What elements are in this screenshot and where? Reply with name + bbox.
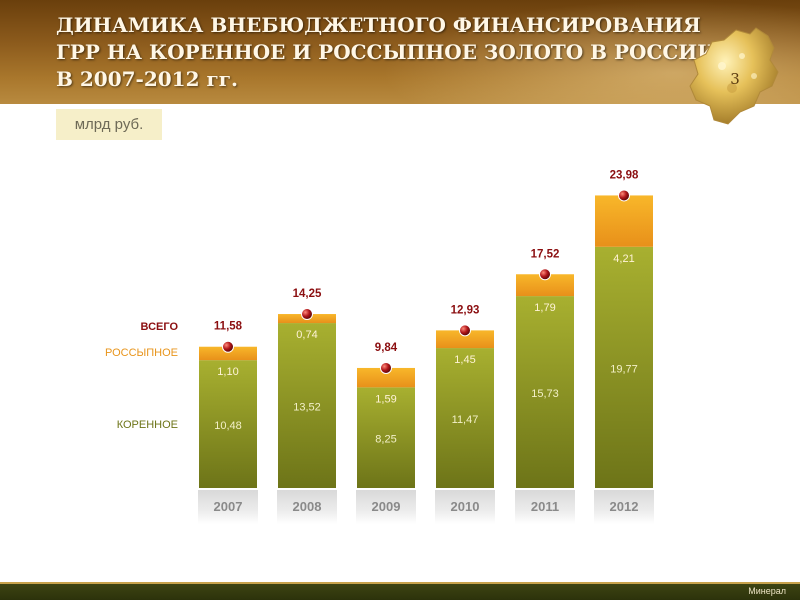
year-label: 2011	[531, 499, 559, 514]
page-title: ДИНАМИКА ВНЕБЮДЖЕТНОГО ФИНАНСИРОВАНИЯ ГР…	[56, 12, 717, 93]
placer-value-label: 1,59	[375, 393, 396, 405]
year-label: 2010	[451, 499, 480, 514]
placer-value-label: 0,74	[296, 329, 317, 341]
total-marker	[301, 308, 313, 321]
year-label: 2009	[372, 499, 401, 514]
placer-value-label: 1,79	[534, 302, 555, 314]
year-plinth	[515, 490, 575, 524]
year-plinth	[435, 490, 495, 524]
total-marker	[380, 361, 392, 374]
primary-value-label: 15,73	[531, 388, 559, 400]
footer-rule	[0, 582, 800, 584]
title-line-2: ГРР НА КОРЕННОЕ И РОССЫПНОЕ ЗОЛОТО В РОС…	[56, 40, 717, 64]
gold-nugget-icon	[689, 27, 779, 125]
primary-value-label: 19,77	[610, 363, 638, 375]
year-label: 2012	[610, 499, 639, 514]
year-plinth	[356, 490, 416, 524]
total-value-label: 12,93	[451, 304, 480, 316]
bar-segment-placer	[595, 195, 653, 247]
placer-value-label: 1,10	[217, 366, 238, 378]
total-marker	[618, 189, 630, 202]
placer-value-label: 4,21	[613, 253, 634, 265]
total-value-label: 11,58	[214, 321, 243, 333]
total-value-label: 23,98	[610, 169, 639, 181]
legend-total-label: ВСЕГО	[141, 321, 179, 333]
primary-value-label: 8,25	[375, 434, 396, 446]
total-value-label: 14,25	[293, 288, 322, 300]
title-line-1: ДИНАМИКА ВНЕБЮДЖЕТНОГО ФИНАНСИРОВАНИЯ	[56, 13, 701, 37]
bar-segment-placer	[357, 367, 415, 388]
title-line-3: В 2007-2012 гг.	[56, 67, 238, 91]
legend-primary-label: КОРЕННОЕ	[117, 419, 178, 431]
primary-value-label: 13,52	[293, 402, 321, 414]
placer-value-label: 1,45	[454, 354, 475, 366]
unit-label: млрд руб.	[56, 109, 162, 140]
footer-bar	[0, 584, 800, 600]
bar-segment-primary	[199, 360, 257, 488]
total-value-label: 17,52	[531, 248, 560, 260]
total-marker	[222, 340, 234, 353]
total-value-label: 9,84	[375, 342, 398, 354]
year-label: 2008	[293, 499, 322, 514]
slide-number: 3	[730, 70, 740, 88]
bar-segment-placer	[199, 346, 257, 361]
bar-segment-placer	[516, 274, 574, 297]
total-marker	[539, 268, 551, 281]
bar-segment-primary	[357, 387, 415, 488]
bar-segment-placer	[436, 330, 494, 349]
year-label: 2007	[214, 499, 243, 514]
year-plinth	[198, 490, 258, 524]
year-plinth	[277, 490, 337, 524]
bar-segment-primary	[436, 348, 494, 488]
bar-segment-primary	[516, 296, 574, 488]
bar-segment-primary	[278, 323, 336, 488]
primary-value-label: 11,47	[452, 414, 479, 426]
primary-value-label: 10,48	[214, 420, 242, 432]
legend-placer-label: РОССЫПНОЕ	[105, 347, 178, 359]
year-plinth	[594, 490, 654, 524]
total-marker	[459, 324, 471, 337]
bar-segment-primary	[595, 246, 653, 488]
footer-text: Минерал	[748, 586, 786, 596]
